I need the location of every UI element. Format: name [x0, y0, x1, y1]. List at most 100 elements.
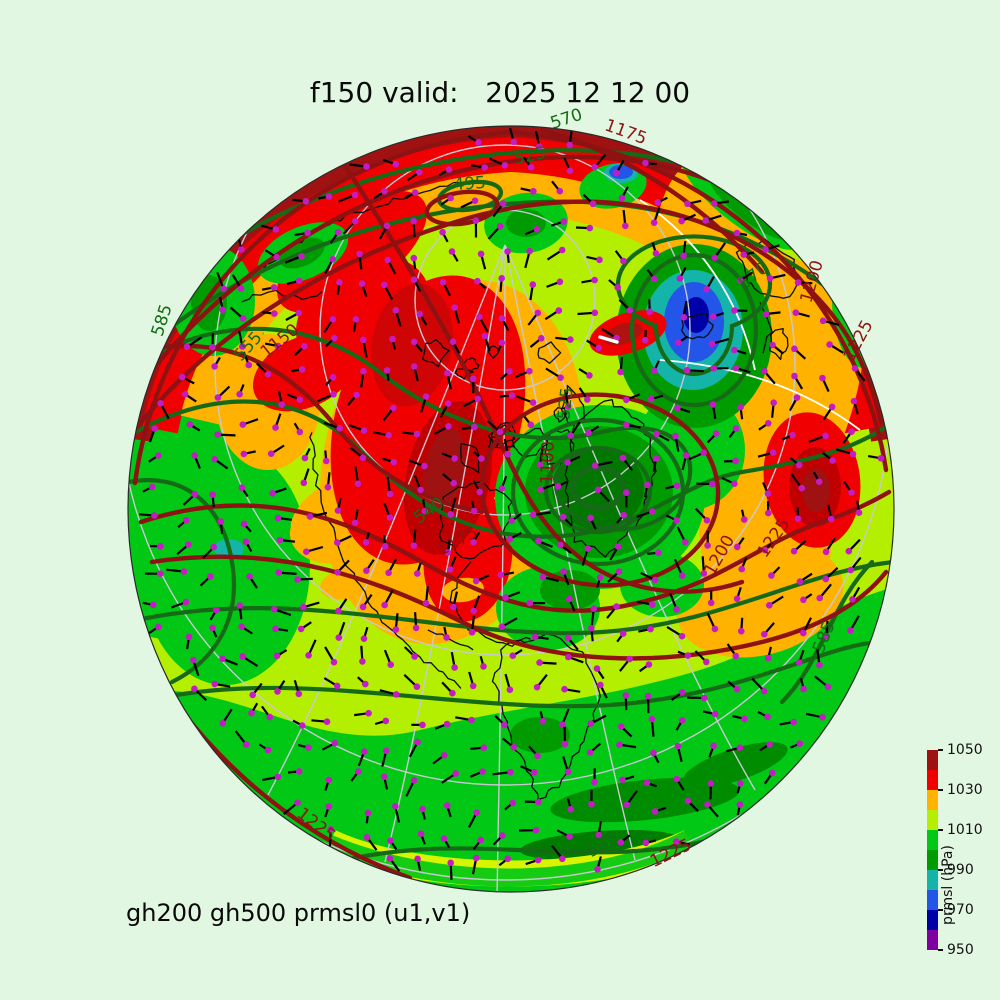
wind-vector-dot	[472, 577, 480, 585]
wind-vector-dot	[643, 779, 651, 787]
wind-vector-dot	[294, 799, 301, 807]
wind-vector-dot	[766, 275, 774, 282]
wind-vector-dot	[304, 229, 311, 237]
wind-vector-dot	[499, 200, 507, 207]
wind-vector-dot	[678, 632, 686, 640]
wind-vector-dot	[682, 452, 690, 459]
wind-vector-dot	[529, 511, 537, 519]
wind-vector-dot	[709, 401, 717, 408]
wind-vector-dot	[410, 217, 418, 225]
wind-vector-dot	[642, 839, 650, 847]
wind-vector-dot	[527, 421, 535, 429]
wind-vector-dot	[828, 515, 835, 523]
coastline	[768, 327, 789, 361]
wind-vector-dot	[443, 720, 451, 728]
wind-vector-dot	[591, 309, 599, 317]
wind-vector-dot	[410, 276, 418, 284]
wind-vector-dot	[238, 623, 245, 630]
wind-vector-dot	[479, 768, 486, 775]
wind-vector-dot	[828, 403, 836, 411]
wind-vector-dot	[496, 428, 504, 436]
wind-vector-dot	[673, 775, 680, 783]
wind-vector-dot	[593, 665, 601, 672]
wind-vector-dot	[597, 681, 604, 689]
wind-vector-dot	[475, 139, 482, 146]
wind-vector-dot	[619, 776, 626, 784]
wind-vector-dot	[536, 659, 543, 666]
wind-vector-dot	[362, 680, 369, 688]
wind-vector-dot	[239, 315, 247, 322]
wind-vector-dot	[148, 483, 156, 491]
wind-vector-dot	[298, 366, 306, 373]
wind-vector-dot	[440, 752, 448, 759]
colorbar-segment	[927, 770, 938, 790]
wind-vector-dot	[301, 454, 309, 462]
wind-vector-dot	[416, 169, 423, 176]
wind-vector-dot	[619, 454, 627, 462]
wind-vector-dot	[421, 462, 428, 470]
wind-vector-dot	[450, 479, 458, 487]
wind-vector-dot	[155, 452, 162, 459]
wind-vector-dot	[382, 717, 390, 725]
wind-vector-dot	[654, 199, 662, 206]
wind-vector-dot	[358, 280, 366, 288]
wind-vector-dot	[674, 404, 681, 412]
wind-vector-dot	[477, 836, 485, 844]
colorbar-segment	[927, 910, 938, 930]
wind-vector-dot	[652, 455, 660, 462]
wind-vector-dot	[440, 835, 448, 842]
wind-vector-dot	[731, 480, 738, 488]
wind-vector-dot	[535, 798, 542, 806]
wind-vector-dot	[819, 317, 827, 325]
wind-vector-dot	[731, 307, 738, 314]
colorbar-tick-label: 1010	[947, 822, 983, 838]
wind-vector-dot	[554, 483, 562, 490]
wind-vector-dot	[271, 310, 278, 317]
contour-label-gh500: 570	[548, 105, 585, 134]
wind-vector-dot	[673, 482, 681, 490]
wind-vector-dot	[507, 768, 514, 776]
wind-vector-dot	[649, 508, 656, 515]
wind-vector-dot	[190, 656, 197, 664]
wind-vector-dot	[392, 626, 400, 633]
wind-vector-dot	[214, 431, 221, 438]
wind-vector-dot	[481, 164, 489, 171]
wind-vector-dot	[508, 517, 515, 525]
wind-vector-dot	[561, 685, 568, 693]
wind-vector-dot	[191, 452, 198, 459]
colorbar-segment	[927, 930, 938, 950]
wind-vector-dot	[209, 624, 216, 632]
wind-vector-dot	[849, 450, 857, 458]
wind-vector-dot	[591, 778, 598, 786]
wind-vector-dot	[586, 224, 594, 232]
wind-vector-dot	[411, 189, 419, 196]
wind-vector-dot	[448, 248, 456, 255]
wind-vector-dot	[477, 250, 485, 258]
wind-vector-dot	[534, 752, 541, 760]
wind-vector-dot	[386, 490, 394, 498]
wind-vector-dot	[526, 247, 533, 255]
wind-vector-dot	[790, 547, 798, 555]
graticule-layer	[128, 126, 894, 892]
wind-vector-dot	[732, 457, 739, 465]
wind-vector-dot	[651, 576, 659, 584]
wind-vector-dot	[359, 603, 367, 611]
wind-vector-dot	[387, 837, 394, 844]
wind-vector-dot	[733, 685, 741, 693]
wind-vector-dot	[703, 517, 711, 524]
colorbar-segment	[927, 830, 938, 850]
wind-vector-dot	[351, 519, 359, 527]
wind-vector-dot	[363, 834, 371, 841]
wind-vector-dot	[414, 855, 421, 863]
wind-vector-dot	[447, 511, 455, 518]
wind-vector-dot	[331, 739, 339, 747]
wind-vector-dot	[238, 246, 245, 253]
wind-vector-dot	[360, 336, 367, 344]
wind-vector-dot	[353, 391, 360, 399]
figure-title: f150 valid: 2025 12 12 00	[309, 76, 691, 109]
wind-vector-dot	[476, 488, 484, 496]
wind-vector-dot	[760, 687, 768, 695]
wind-vector-dot	[648, 601, 656, 608]
wind-vector-dot	[707, 780, 715, 787]
